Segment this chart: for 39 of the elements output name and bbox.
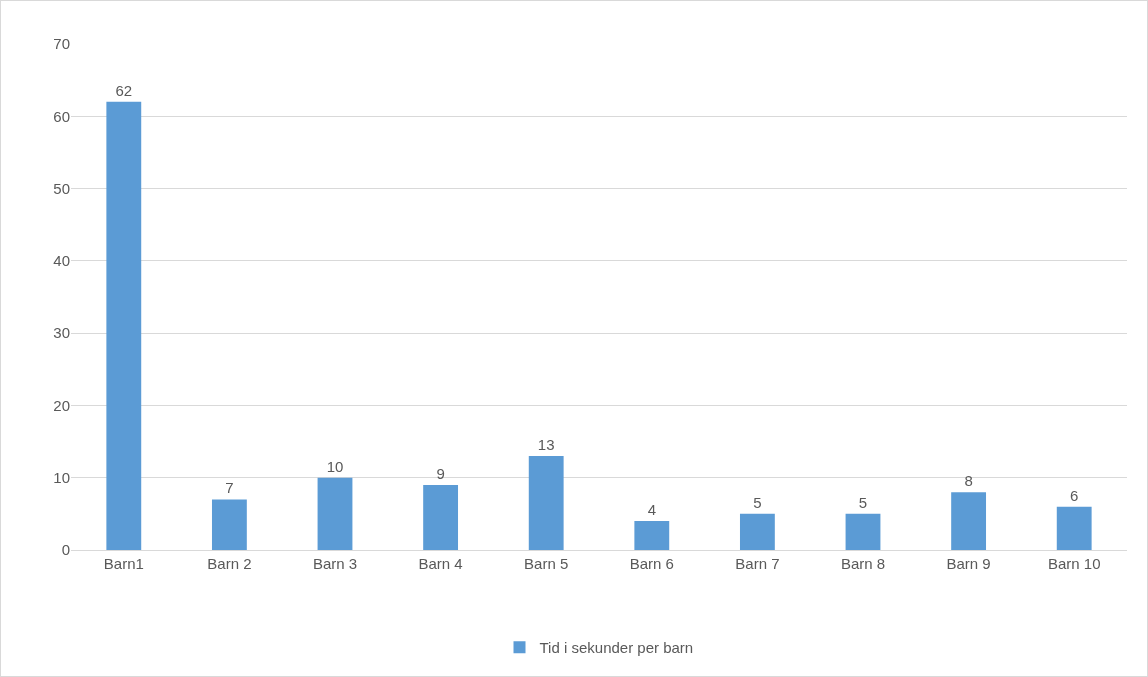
x-tick-label: Barn 5	[524, 555, 569, 572]
bar	[106, 101, 142, 550]
y-tick-label: 30	[53, 324, 70, 342]
bar	[1056, 506, 1092, 550]
data-label: 8	[964, 472, 973, 490]
x-tick-label: Barn 8	[840, 555, 886, 572]
bar	[951, 492, 987, 550]
y-tick-label: 70	[53, 35, 70, 53]
bar	[423, 484, 459, 550]
x-tick-label: Barn 6	[629, 555, 674, 572]
data-label: 13	[537, 436, 555, 454]
y-tick-label: 20	[53, 396, 70, 414]
x-tick-label: Barn 2	[207, 555, 252, 572]
data-label: 9	[436, 464, 445, 482]
x-tick-label: Barn 9	[946, 555, 991, 572]
bar	[211, 499, 247, 550]
bar	[634, 521, 670, 550]
data-label: 5	[858, 493, 868, 511]
y-tick-label: 10	[53, 468, 70, 486]
bar	[317, 477, 353, 550]
x-tick-label: Barn1	[103, 555, 144, 572]
x-tick-label: Barn 4	[418, 555, 463, 572]
data-label: 6	[1070, 486, 1079, 504]
data-label: 4	[647, 501, 656, 519]
y-tick-label: 40	[53, 252, 70, 270]
bar	[845, 513, 881, 550]
data-label: 62	[115, 81, 133, 99]
data-label: 5	[753, 493, 762, 511]
x-tick-label: Barn 3	[312, 555, 358, 572]
y-tick-label: 0	[61, 541, 70, 559]
bar	[528, 456, 564, 550]
legend-label: Tid i sekunder per barn	[539, 639, 694, 657]
x-tick-label: Barn 7	[735, 555, 780, 572]
data-label: 7	[225, 479, 234, 497]
bar	[739, 513, 775, 550]
y-tick-label: 60	[53, 107, 70, 125]
x-tick-label: Barn 10	[1047, 555, 1101, 572]
y-tick-label: 50	[53, 179, 70, 197]
data-label: 10	[326, 457, 344, 475]
